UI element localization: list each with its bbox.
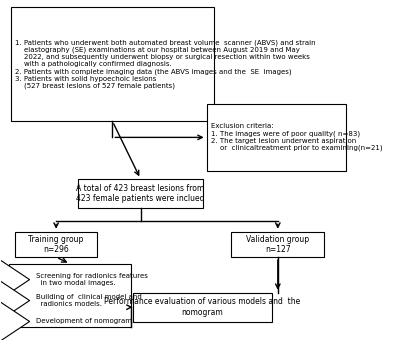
Text: Performance evaluation of various models and  the
nomogram: Performance evaluation of various models… [104,297,300,317]
Text: Screening for radionics features
  in two modal images.: Screening for radionics features in two … [36,273,148,286]
FancyBboxPatch shape [15,232,98,257]
FancyBboxPatch shape [231,232,324,257]
FancyBboxPatch shape [11,8,214,121]
FancyArrowPatch shape [0,260,30,299]
Text: 1. Patients who underwent both automated breast volume  scanner (ABVS) and strai: 1. Patients who underwent both automated… [16,39,316,89]
FancyBboxPatch shape [133,293,272,322]
Text: Development of nomogram.: Development of nomogram. [36,318,134,325]
FancyBboxPatch shape [206,104,346,170]
FancyBboxPatch shape [78,179,203,208]
Text: Validation group
n=127: Validation group n=127 [246,235,309,254]
Text: Training group
n=296: Training group n=296 [28,235,84,254]
Text: Building of  clinical model and
  radionics models.: Building of clinical model and radionics… [36,294,142,307]
Text: A total of 423 breast lesions from
423 female patients were inclued: A total of 423 breast lesions from 423 f… [76,184,205,203]
Text: Exclusion criteria:
1. The images were of poor quality( n=83)
2. The target lesi: Exclusion criteria: 1. The images were o… [211,123,382,151]
FancyBboxPatch shape [10,264,131,327]
FancyArrowPatch shape [0,302,30,341]
FancyArrowPatch shape [0,281,30,320]
